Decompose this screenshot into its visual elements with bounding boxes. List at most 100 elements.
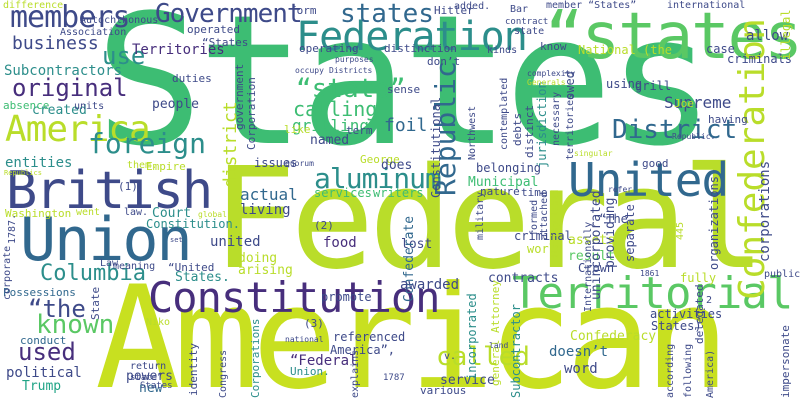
word-generals: Generals [527, 78, 566, 87]
word-good: good [642, 157, 669, 170]
word-global: global [198, 210, 227, 219]
word-activities: activities [650, 307, 723, 321]
word-federal-big: Federal [212, 138, 766, 301]
word-joe: Joe [674, 97, 694, 110]
word-foil: foil [384, 115, 428, 136]
word-association: Association [60, 27, 127, 38]
word-subcontractor: Subcontractor [509, 304, 523, 398]
word-grilling: grilling [292, 116, 370, 135]
word-providing: providing [603, 197, 618, 268]
word-sense: sense [387, 83, 421, 96]
word-result: result [568, 249, 615, 264]
word-distinction: distinction [384, 42, 457, 55]
word-washington: Washington [5, 207, 72, 220]
word-powers: powers [126, 369, 173, 384]
word-having: having [708, 113, 748, 126]
word-constitution: Constitution [148, 273, 440, 322]
word-world: world [527, 242, 564, 256]
word-n445: 445 [675, 221, 686, 240]
word-republic-dot: Republic. [672, 132, 716, 141]
word-purposes: purposes [335, 55, 374, 64]
word-confederacy: Confederacy [570, 329, 657, 344]
word-absence: absence [3, 99, 50, 112]
word-bar: Bar [510, 4, 529, 15]
word-political: political [6, 365, 82, 381]
word-complexity: complexity [527, 69, 576, 78]
word-n5: 2 [706, 295, 713, 306]
word-necessary: necessary [551, 91, 562, 146]
word-writers: writers [373, 186, 424, 200]
word-illegal: illegal [779, 9, 793, 60]
word-promote: promote [321, 290, 372, 304]
word-america: America [5, 109, 151, 150]
word-went: went [76, 207, 101, 218]
word-members: members [10, 0, 130, 35]
word-states-dot: States. [175, 270, 230, 285]
word-duties: duties [172, 72, 212, 85]
word-state-quote-3: state” [130, 373, 163, 383]
word-states-big: States [95, 0, 715, 186]
word-subcontractors: Subcontractors [4, 63, 123, 79]
word-difference: difference [3, 0, 64, 11]
word-debts: debts [511, 112, 524, 146]
word-living: living [240, 202, 291, 218]
word-trump: Trump [22, 379, 62, 394]
word-corporation: Corporation [245, 77, 258, 150]
word-united-quoted: “United [168, 261, 215, 274]
word-services: services [314, 186, 372, 200]
word-them: them. [127, 160, 158, 171]
word-case: case [706, 42, 735, 56]
word-american-big: American [95, 256, 730, 400]
word-contract: contract [505, 17, 549, 27]
word-international: international [667, 0, 746, 11]
word-form: form [290, 4, 317, 17]
word-time: time [521, 186, 548, 199]
word-assets: assets [568, 233, 615, 248]
word-operating: operating [299, 42, 359, 55]
word-identity: identity [187, 343, 200, 396]
word-v: v. [444, 351, 457, 362]
word-government: Government [155, 0, 303, 29]
word-distinct: distinct [523, 105, 536, 158]
word-nature: nature [480, 185, 520, 198]
word-original: original [12, 74, 128, 102]
word-doing: doing [238, 251, 278, 266]
word-organizations: organizations [707, 176, 721, 270]
word-the-quoted-2: “The [599, 212, 628, 226]
word-distinguished: distinguished [551, 189, 561, 260]
word-meaning: meaning [113, 261, 156, 272]
word-the-quoted: “the [28, 295, 86, 323]
word-empire: Empire [146, 160, 186, 173]
word-new: new [139, 381, 163, 396]
word-dont: don’t [427, 55, 461, 68]
word-public: public [764, 269, 800, 280]
word-refer: refer [608, 185, 633, 194]
word-united-mid: United [568, 153, 729, 207]
word-belonging: belonging [476, 161, 542, 175]
word-territories: Territories [132, 42, 225, 58]
word-calling: calling [293, 97, 378, 121]
word-criminals: criminals [727, 52, 793, 66]
word-occupy: occupy [295, 66, 324, 75]
word-term: term [346, 124, 373, 137]
word-district: District [612, 115, 738, 145]
word-n2: (2) [314, 219, 334, 232]
word-america-paren: America) [705, 349, 716, 398]
word-n3: (3) [304, 317, 324, 330]
word-n1861: 1861 [640, 269, 660, 278]
word-columbia: Columbia [40, 261, 146, 286]
word-criminal: criminal [514, 229, 572, 243]
word-territorial: Territorial [512, 268, 793, 319]
word-awarded: awarded [400, 277, 460, 293]
word-constitution-dot: Constitution. [146, 217, 240, 231]
word-kinds: kinds [487, 45, 518, 56]
word-referenced: referenced [333, 330, 406, 344]
word-grill: grill [635, 79, 672, 93]
word-corporations: corporations [757, 160, 773, 262]
word-various: various [420, 384, 467, 397]
word-named: named [310, 133, 350, 148]
word-created: created [32, 103, 87, 118]
word-national: national [285, 335, 324, 344]
word-formed: formed [529, 199, 540, 236]
word-supreme: Supreme [664, 93, 732, 112]
